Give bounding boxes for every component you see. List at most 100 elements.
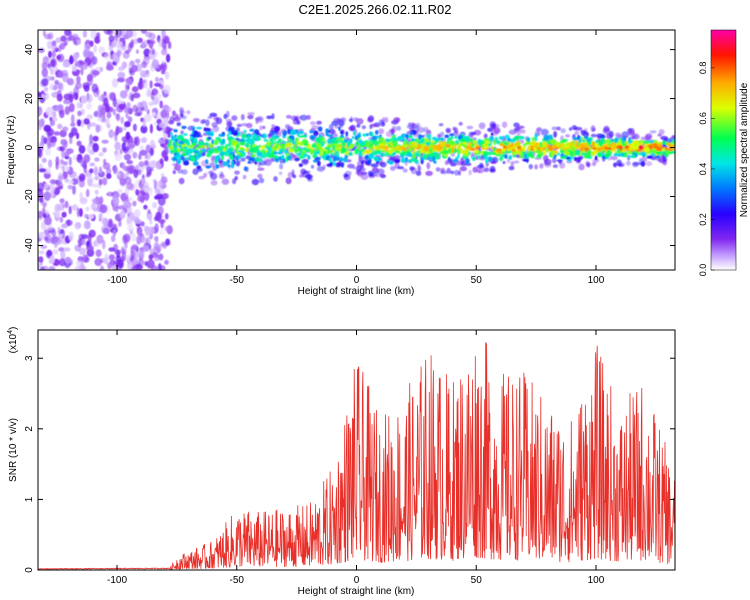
colorbar-segment bbox=[711, 214, 736, 217]
heatmap-cell bbox=[62, 203, 66, 209]
heatmap-cell bbox=[251, 149, 256, 152]
heatmap-cell bbox=[45, 148, 51, 156]
y-tick-label: 0 bbox=[24, 144, 35, 150]
heatmap-cell bbox=[266, 115, 273, 120]
heatmap-cell bbox=[177, 158, 182, 165]
heatmap-cell bbox=[183, 133, 188, 136]
heatmap-cell bbox=[143, 204, 148, 210]
heatmap-cell bbox=[205, 130, 212, 135]
heatmap-cell bbox=[426, 129, 432, 136]
heatmap-cell bbox=[98, 213, 103, 220]
heatmap-cell bbox=[391, 125, 397, 133]
heatmap-cell bbox=[74, 266, 83, 270]
heatmap-cell bbox=[406, 152, 412, 157]
heatmap-cell bbox=[116, 171, 121, 177]
heatmap-cell bbox=[209, 162, 216, 168]
colorbar-segment bbox=[711, 54, 736, 57]
heatmap-cell bbox=[240, 148, 246, 151]
heatmap-cell bbox=[338, 126, 341, 131]
heatmap-cell bbox=[141, 30, 147, 34]
heatmap-cell bbox=[251, 154, 257, 158]
heatmap-cell bbox=[211, 139, 214, 145]
heatmap-cell bbox=[534, 135, 538, 142]
heatmap-cell bbox=[428, 143, 433, 149]
heatmap-cell bbox=[229, 156, 234, 160]
heatmap-cell bbox=[275, 156, 279, 159]
heatmap-cell bbox=[49, 254, 55, 264]
heatmap-cell bbox=[458, 143, 462, 148]
heatmap-cell bbox=[99, 204, 108, 214]
colorbar-segment bbox=[711, 130, 736, 133]
heatmap-cell bbox=[123, 106, 129, 114]
heatmap-cell bbox=[254, 145, 259, 151]
heatmap-cell bbox=[536, 127, 542, 132]
heatmap-cell bbox=[657, 143, 663, 147]
colorbar-segment bbox=[711, 190, 736, 193]
heatmap-cell bbox=[148, 226, 155, 235]
heatmap-cell bbox=[38, 191, 45, 199]
heatmap-cell bbox=[149, 80, 153, 89]
heatmap-cell bbox=[108, 254, 116, 261]
heatmap-cell bbox=[149, 160, 158, 169]
heatmap-cell bbox=[390, 165, 396, 171]
heatmap-cell bbox=[639, 151, 647, 156]
heatmap-cell bbox=[123, 153, 132, 161]
heatmap-cell bbox=[59, 109, 65, 119]
heatmap-cell bbox=[42, 207, 46, 217]
heatmap-cell bbox=[655, 155, 660, 159]
heatmap-cell bbox=[606, 133, 612, 140]
heatmap-cell bbox=[176, 122, 182, 127]
heatmap-cell bbox=[305, 174, 313, 180]
heatmap-cell bbox=[112, 228, 117, 237]
heatmap-cell bbox=[282, 158, 286, 164]
heatmap-cell bbox=[172, 170, 176, 175]
colorbar-segment bbox=[711, 116, 736, 119]
heatmap-cell bbox=[302, 159, 309, 166]
heatmap-cell bbox=[75, 101, 81, 109]
heatmap-cell bbox=[614, 137, 619, 143]
heatmap-cell bbox=[408, 142, 413, 146]
heatmap-cell bbox=[298, 135, 305, 138]
heatmap-cell bbox=[131, 265, 138, 270]
heatmap-cell bbox=[172, 156, 177, 160]
heatmap-cell bbox=[245, 122, 253, 129]
heatmap-cell bbox=[279, 163, 284, 170]
heatmap-cell bbox=[226, 134, 230, 137]
heatmap-cell bbox=[334, 146, 338, 151]
heatmap-cell bbox=[72, 33, 79, 39]
heatmap-cell bbox=[325, 128, 330, 133]
heatmap-cell bbox=[116, 50, 121, 58]
heatmap-cell bbox=[88, 229, 96, 238]
heatmap-cell bbox=[259, 177, 265, 184]
heatmap-cell bbox=[332, 156, 337, 162]
heatmap-cell bbox=[158, 180, 164, 189]
heatmap-cell bbox=[340, 117, 347, 123]
heatmap-cell bbox=[148, 40, 154, 49]
heatmap-cell bbox=[68, 56, 74, 65]
heatmap-cell bbox=[75, 82, 82, 90]
heatmap-cell bbox=[431, 136, 438, 141]
heatmap-cell bbox=[68, 205, 72, 215]
heatmap-cell bbox=[585, 161, 590, 167]
heatmap-cell bbox=[502, 160, 506, 165]
heatmap-cell bbox=[42, 202, 47, 208]
heatmap-cell bbox=[316, 120, 322, 125]
heatmap-cell bbox=[60, 35, 67, 42]
heatmap-cell bbox=[72, 92, 79, 100]
heatmap-cell bbox=[294, 157, 301, 161]
heatmap-cell bbox=[130, 39, 135, 45]
heatmap-cell bbox=[568, 127, 573, 131]
heatmap-cell bbox=[247, 115, 254, 120]
heatmap-cell bbox=[568, 141, 574, 147]
heatmap-cell bbox=[367, 115, 375, 122]
heatmap-cell bbox=[43, 183, 50, 189]
heatmap-cell bbox=[103, 53, 112, 61]
heatmap-cell bbox=[449, 141, 456, 146]
colorbar-segment bbox=[711, 268, 736, 271]
heatmap-cell bbox=[268, 147, 272, 153]
heatmap-cell bbox=[459, 138, 466, 143]
heatmap-cell bbox=[346, 141, 350, 148]
heatmap-cell bbox=[192, 118, 200, 123]
heatmap-cell bbox=[292, 118, 299, 125]
heatmap-cell bbox=[641, 156, 648, 163]
